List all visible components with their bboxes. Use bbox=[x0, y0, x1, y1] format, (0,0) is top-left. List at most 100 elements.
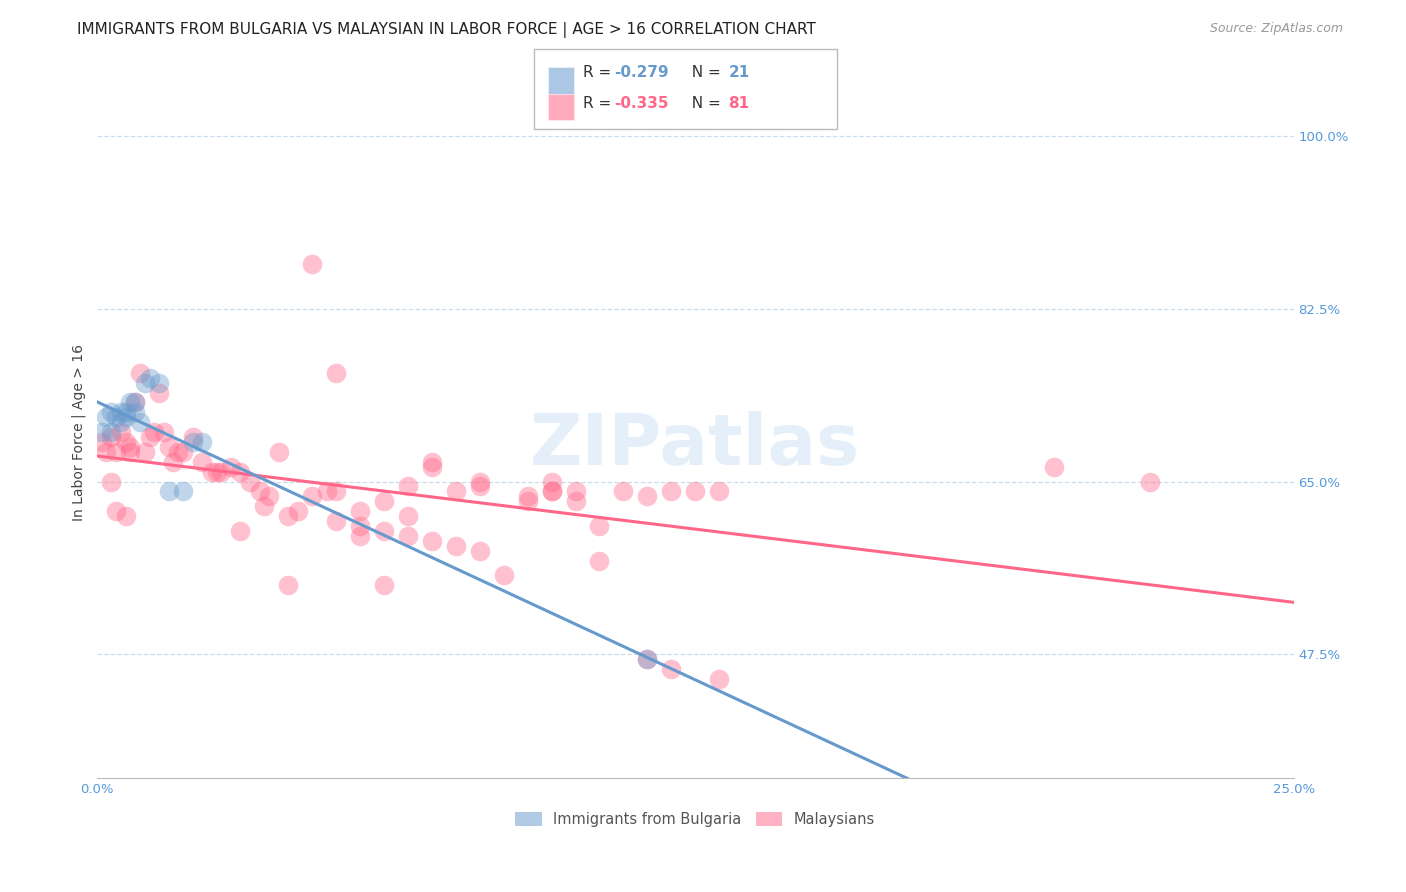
Point bbox=[325, 514, 347, 528]
Point bbox=[114, 405, 136, 419]
Text: -0.279: -0.279 bbox=[614, 65, 669, 80]
Point bbox=[315, 484, 337, 499]
Point bbox=[396, 509, 419, 524]
Point bbox=[396, 529, 419, 543]
Point bbox=[396, 479, 419, 493]
Point bbox=[564, 484, 586, 499]
Point bbox=[96, 445, 118, 459]
Point bbox=[229, 465, 252, 479]
Point bbox=[540, 484, 562, 499]
Point bbox=[172, 445, 194, 459]
Point bbox=[588, 553, 610, 567]
Point bbox=[114, 410, 136, 425]
Text: N =: N = bbox=[682, 65, 725, 80]
Point bbox=[120, 445, 142, 459]
Point bbox=[420, 533, 443, 548]
Point bbox=[267, 445, 290, 459]
Point bbox=[516, 494, 538, 508]
Point bbox=[301, 257, 323, 271]
Point bbox=[239, 475, 262, 489]
Point bbox=[444, 539, 467, 553]
Point bbox=[636, 652, 658, 666]
Point bbox=[90, 435, 112, 450]
Legend: Immigrants from Bulgaria, Malaysians: Immigrants from Bulgaria, Malaysians bbox=[509, 806, 882, 833]
Point bbox=[516, 489, 538, 503]
Point bbox=[540, 475, 562, 489]
Point bbox=[249, 484, 271, 499]
Point bbox=[683, 484, 706, 499]
Point bbox=[468, 475, 491, 489]
Point bbox=[373, 578, 395, 592]
Point bbox=[636, 652, 658, 666]
Text: 21: 21 bbox=[728, 65, 749, 80]
Point bbox=[659, 662, 682, 676]
Point bbox=[129, 415, 152, 429]
Point bbox=[143, 425, 166, 439]
Point bbox=[90, 425, 112, 439]
Point bbox=[181, 430, 204, 444]
Point bbox=[229, 524, 252, 538]
Point bbox=[100, 405, 122, 419]
Text: ZIPatlas: ZIPatlas bbox=[530, 411, 860, 481]
Text: IMMIGRANTS FROM BULGARIA VS MALAYSIAN IN LABOR FORCE | AGE > 16 CORRELATION CHAR: IMMIGRANTS FROM BULGARIA VS MALAYSIAN IN… bbox=[77, 22, 817, 38]
Point bbox=[636, 489, 658, 503]
Point bbox=[540, 484, 562, 499]
Point bbox=[100, 425, 122, 439]
Point bbox=[114, 509, 136, 524]
Point bbox=[588, 519, 610, 533]
Point bbox=[138, 430, 160, 444]
Point bbox=[325, 366, 347, 380]
Point bbox=[301, 489, 323, 503]
Point bbox=[110, 405, 132, 419]
Point bbox=[191, 455, 214, 469]
Point bbox=[373, 524, 395, 538]
Point bbox=[124, 395, 146, 409]
Point bbox=[201, 465, 224, 479]
Point bbox=[157, 440, 180, 454]
Point bbox=[167, 445, 190, 459]
Point bbox=[162, 455, 184, 469]
Point bbox=[287, 504, 309, 518]
Text: 81: 81 bbox=[728, 96, 749, 112]
Point bbox=[157, 484, 180, 499]
Point bbox=[659, 484, 682, 499]
Point bbox=[205, 465, 228, 479]
Point bbox=[349, 504, 371, 518]
Point bbox=[120, 440, 142, 454]
Point bbox=[707, 672, 730, 686]
Point bbox=[100, 430, 122, 444]
Point bbox=[468, 479, 491, 493]
Point bbox=[172, 484, 194, 499]
Point bbox=[277, 578, 299, 592]
Point bbox=[564, 494, 586, 508]
Point bbox=[129, 366, 152, 380]
Point bbox=[349, 519, 371, 533]
Point bbox=[444, 484, 467, 499]
Point bbox=[191, 435, 214, 450]
Point bbox=[153, 425, 176, 439]
Point bbox=[110, 415, 132, 429]
Point bbox=[373, 494, 395, 508]
Point bbox=[96, 410, 118, 425]
Point bbox=[1043, 459, 1066, 474]
Point bbox=[468, 543, 491, 558]
Point bbox=[148, 385, 170, 400]
Text: -0.335: -0.335 bbox=[614, 96, 669, 112]
Point bbox=[110, 425, 132, 439]
Point bbox=[114, 435, 136, 450]
Point bbox=[420, 459, 443, 474]
Point bbox=[349, 529, 371, 543]
Point bbox=[120, 395, 142, 409]
Point bbox=[1139, 475, 1161, 489]
Point bbox=[105, 410, 128, 425]
Point bbox=[257, 489, 280, 503]
Point bbox=[325, 484, 347, 499]
Point bbox=[148, 376, 170, 390]
Point bbox=[253, 499, 276, 513]
Point bbox=[181, 435, 204, 450]
Point bbox=[612, 484, 634, 499]
Y-axis label: In Labor Force | Age > 16: In Labor Force | Age > 16 bbox=[72, 343, 86, 521]
Point bbox=[492, 568, 515, 582]
Point bbox=[134, 376, 156, 390]
Point bbox=[707, 484, 730, 499]
